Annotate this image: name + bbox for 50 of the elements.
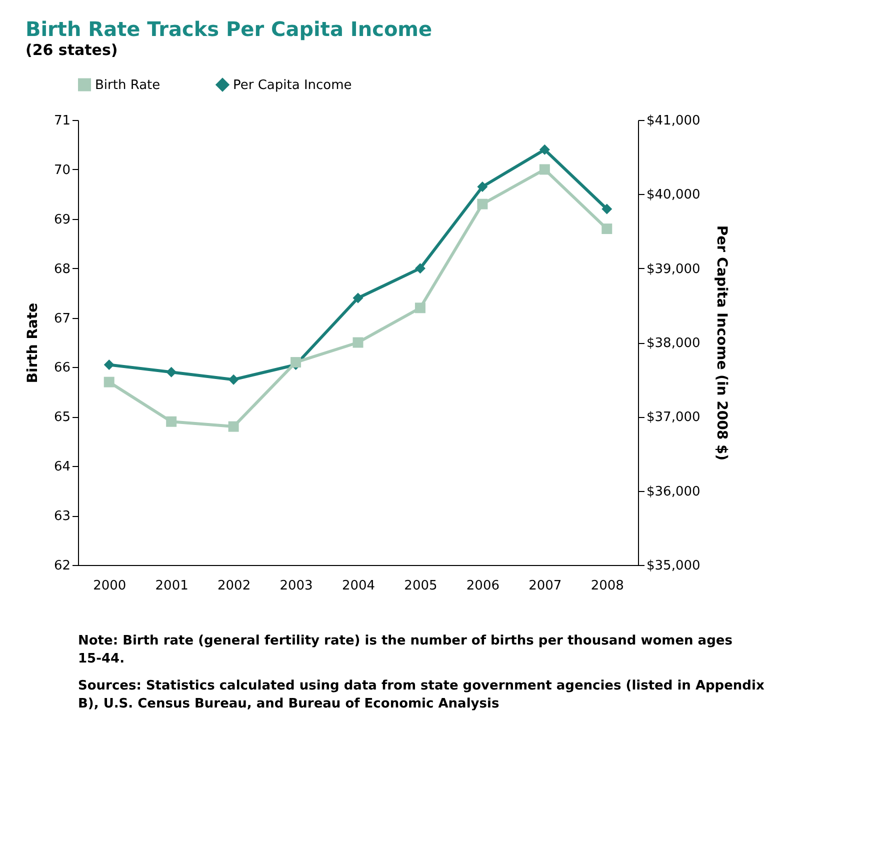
y-tick-label: 70	[54, 162, 70, 178]
x-tick-label: 2005	[404, 578, 438, 594]
y-tick-label: 71	[54, 114, 70, 128]
x-tick-label: 2000	[93, 578, 126, 594]
point	[414, 302, 426, 314]
y2-tick-label: $37,000	[646, 410, 700, 426]
point	[414, 263, 426, 274]
y-tick-label: 67	[54, 311, 70, 326]
legend-label: Per Capita Income	[233, 78, 352, 93]
y-tick-label: 68	[54, 262, 70, 277]
point	[228, 374, 239, 385]
y2-tick-label: $36,000	[646, 484, 700, 500]
x-tick-label: 2006	[466, 578, 500, 594]
y-tick-label: 66	[54, 360, 70, 376]
point	[477, 198, 488, 210]
y-axis-title: Birth Rate	[24, 302, 41, 384]
point	[104, 360, 114, 370]
y-tick-label: 63	[54, 509, 70, 524]
x-tick-label: 2007	[528, 578, 562, 594]
point	[352, 292, 364, 304]
x-tick-label: 2002	[218, 578, 251, 594]
y-tick-label: 69	[54, 212, 70, 228]
x-tick-label: 2001	[155, 578, 188, 594]
chart-title: Birth Rate Tracks Per Capita Income	[25, 17, 432, 41]
point	[228, 421, 239, 432]
point	[602, 224, 612, 234]
point	[539, 144, 550, 155]
x-tick-label: 2008	[590, 578, 624, 594]
y2-axis-title: Per Capita Income (in 2008 $)	[713, 225, 730, 461]
point	[602, 204, 612, 214]
point	[477, 182, 488, 192]
y-tick-label: 64	[54, 460, 70, 475]
x-tick-label: 2003	[280, 578, 313, 594]
y2-tick-label: $40,000	[646, 188, 700, 203]
point	[104, 376, 114, 388]
legend-label: Birth Rate	[95, 78, 160, 93]
source-note: Sources: Statistics calculated using data from state government agencies (listed in Appendix B), U.S. Census Bureau, and Bureau of Economic Analysis	[78, 678, 765, 712]
chart-subtitle: (26 states)	[25, 41, 118, 59]
point	[166, 366, 177, 378]
y2-tick-label: $41,000	[646, 114, 700, 128]
text: Note: Birth rate (general fertility rate) is the number of births per thousand women ages 15-44.	[78, 634, 733, 666]
y2-tick-label: $38,000	[646, 336, 700, 351]
y-tick-label: 65	[54, 410, 70, 426]
point	[352, 337, 364, 348]
y2-tick-label: $39,000	[646, 262, 700, 277]
y2-tick-label: $35,000	[646, 558, 700, 574]
y-tick-label: 62	[54, 558, 70, 574]
point	[539, 164, 550, 175]
point	[166, 416, 177, 427]
x-tick-label: 2004	[342, 578, 376, 594]
